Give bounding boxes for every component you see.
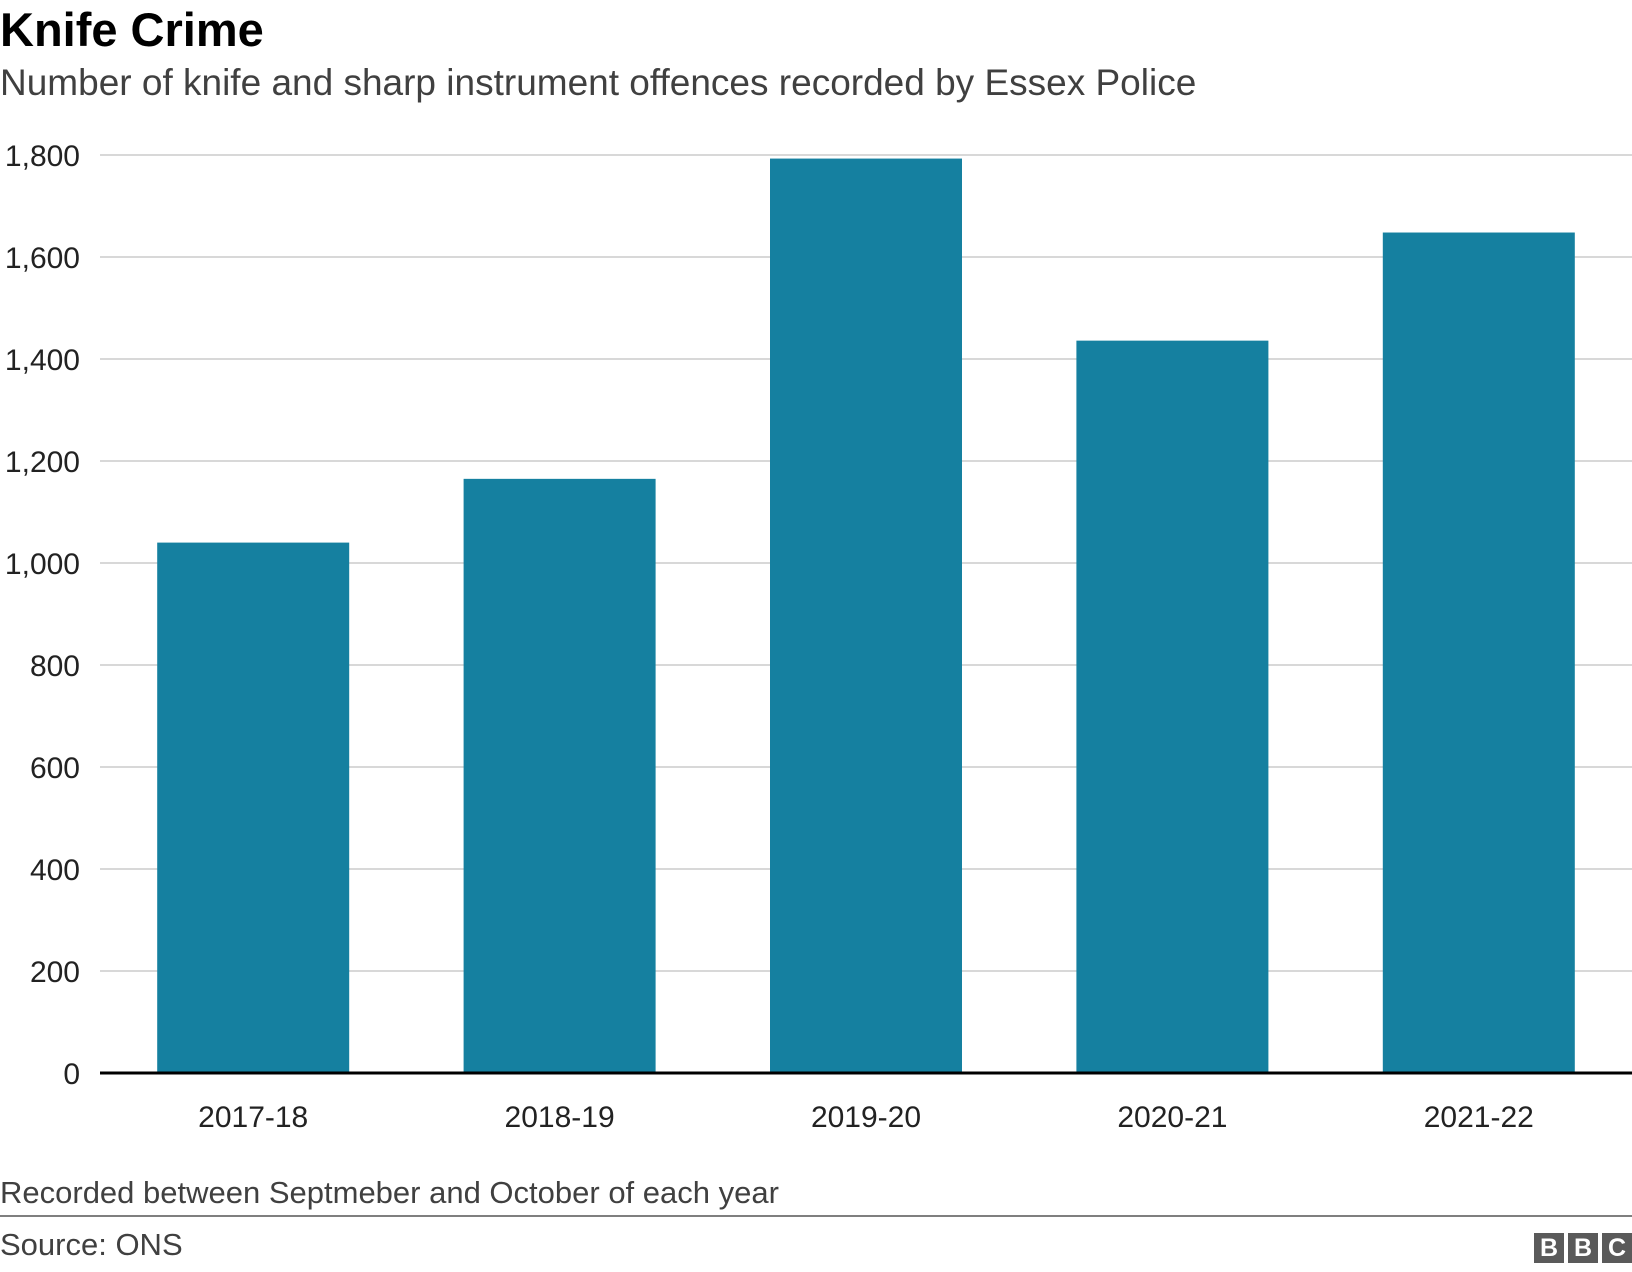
source-label: Source: ONS xyxy=(0,1227,183,1262)
x-tick-label: 2021-22 xyxy=(1424,1101,1534,1134)
x-tick-label: 2019-20 xyxy=(811,1101,921,1134)
logo-letter-b2: B xyxy=(1568,1233,1598,1263)
bar-2020-21 xyxy=(1076,340,1269,1073)
footer-divider xyxy=(0,1215,1632,1217)
y-tick-label: 1,600 xyxy=(5,242,80,275)
bar-2017-18 xyxy=(157,542,350,1073)
chart-title: Knife Crime xyxy=(0,3,264,56)
y-tick-label: 600 xyxy=(30,752,80,785)
bar-2018-19 xyxy=(463,478,656,1074)
logo-letter-c: C xyxy=(1602,1233,1632,1263)
x-tick-label: 2020-21 xyxy=(1117,1101,1227,1134)
y-tick-label: 1,000 xyxy=(5,548,80,581)
logo-letter-b1: B xyxy=(1534,1233,1564,1263)
bar-2021-22 xyxy=(1382,232,1575,1073)
x-tick-label: 2018-19 xyxy=(505,1101,615,1134)
y-tick-label: 1,800 xyxy=(5,140,80,173)
chart-footnote: Recorded between Septmeber and October o… xyxy=(0,1175,779,1210)
chart-subtitle: Number of knife and sharp instrument off… xyxy=(0,62,1197,103)
y-tick-label: 1,200 xyxy=(5,446,80,479)
y-tick-label: 1,400 xyxy=(5,344,80,377)
bar-2019-20 xyxy=(770,158,962,1073)
y-tick-label: 200 xyxy=(30,956,80,989)
y-tick-label: 800 xyxy=(30,650,80,683)
y-tick-label: 400 xyxy=(30,854,80,887)
bbc-logo: B B C xyxy=(1534,1233,1632,1263)
x-tick-label: 2017-18 xyxy=(198,1101,308,1134)
y-tick-label: 0 xyxy=(63,1058,80,1091)
bar-chart: 0 200 400 600 800 1,000 1,200 1,400 1,600 1,800 20… xyxy=(5,140,1632,1134)
